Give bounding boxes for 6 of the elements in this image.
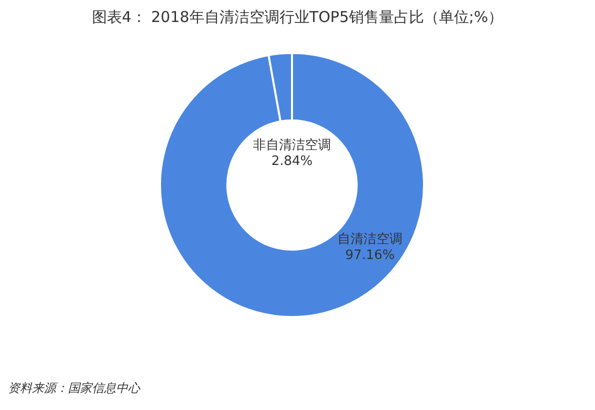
data-label: 97.16% [345,248,395,263]
slice-label: 非自清洁空调 [253,138,331,153]
chart-title: 图表4： 2018年自清洁空调行业TOP5销售量占比（单位;%） [90,8,504,27]
text: 资料来源：国家信息中心 [8,380,140,397]
slice-label: 自清洁空调 [338,232,402,247]
data-label: 2.84% [271,154,313,169]
